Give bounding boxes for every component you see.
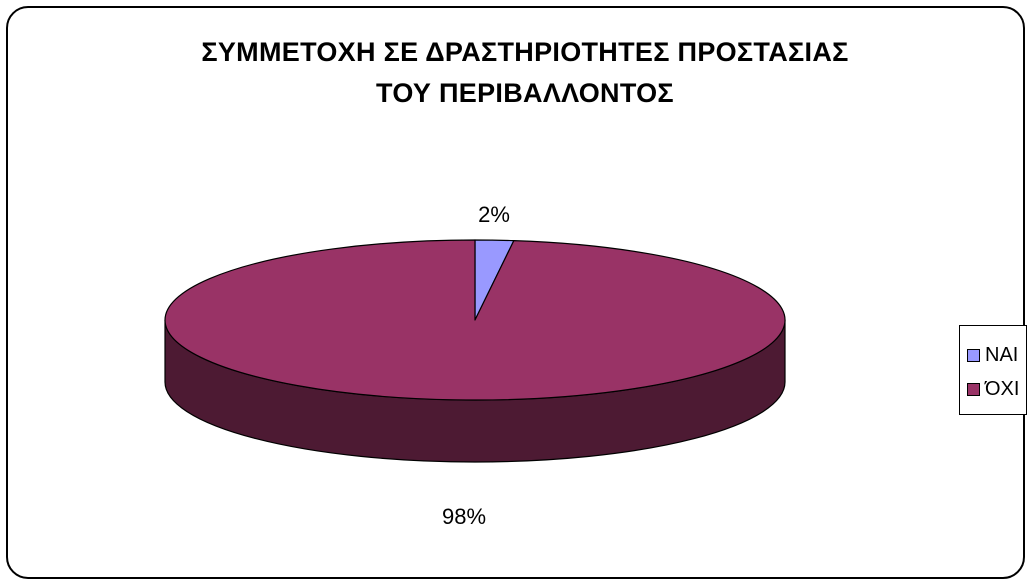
legend-label-ochi: ΌΧΙ [985, 377, 1020, 400]
legend: ΝΑΙ ΌΧΙ [959, 325, 1027, 415]
chart-title-line-2: ΤΟΥ ΠΕΡΙΒΑΛΛΟΝΤΟΣ [376, 78, 674, 108]
chart-title-line-1: ΣΥΜΜΕΤΟΧΗ ΣΕ ΔΡΑΣΤΗΡΙΟΤΗΤΕΣ ΠΡΟΣΤΑΣΙΑΣ [201, 37, 849, 67]
pie-group [164, 239, 786, 463]
pie-slice-ochi [164, 239, 786, 401]
legend-item-ochi: ΌΧΙ [967, 377, 1019, 401]
legend-item-nai: ΝΑΙ [967, 343, 1018, 367]
legend-swatch-ochi [967, 382, 980, 396]
legend-swatch-nai [967, 348, 980, 362]
legend-label-nai: ΝΑΙ [985, 343, 1019, 366]
data-label-ochi: 98% [442, 504, 486, 529]
chart-title: ΣΥΜΜΕΤΟΧΗ ΣΕ ΔΡΑΣΤΗΡΙΟΤΗΤΕΣ ΠΡΟΣΤΑΣΙΑΣ Τ… [0, 32, 1033, 114]
data-label-nai: 2% [478, 202, 510, 227]
